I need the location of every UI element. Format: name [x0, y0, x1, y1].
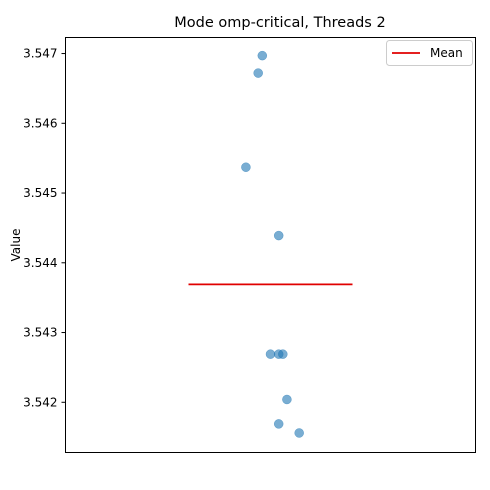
data-point	[295, 428, 304, 437]
y-tick-label: 3.545	[23, 186, 57, 200]
y-tick-label: 3.546	[23, 116, 57, 130]
y-axis: 3.542 3.543 3.544 3.545 3.546 3.547	[23, 47, 65, 410]
data-point	[274, 231, 283, 240]
data-point	[278, 350, 287, 359]
legend: Mean	[387, 41, 473, 66]
data-point	[258, 51, 267, 60]
plot-frame	[66, 38, 476, 453]
legend-mean-label: Mean	[430, 46, 463, 60]
y-tick-label: 3.543	[23, 326, 57, 340]
data-point	[282, 395, 291, 404]
y-axis-label: Value	[9, 229, 23, 262]
chart-title: Mode omp-critical, Threads 2	[174, 15, 385, 31]
data-point	[274, 419, 283, 428]
y-tick-label: 3.547	[23, 47, 57, 61]
data-point	[254, 69, 263, 78]
data-point	[266, 350, 275, 359]
plot-marks	[189, 51, 353, 437]
y-tick-label: 3.542	[23, 395, 57, 409]
data-point	[241, 163, 250, 172]
y-tick-label: 3.544	[23, 256, 57, 270]
